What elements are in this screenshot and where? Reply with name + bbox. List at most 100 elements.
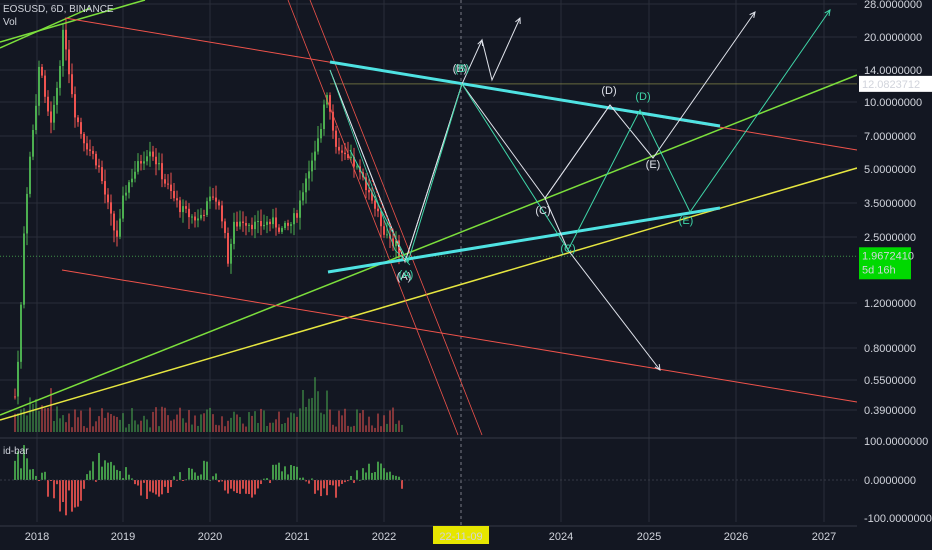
volume-bar-33 <box>113 415 115 432</box>
volume-bar-27 <box>95 421 97 432</box>
grid <box>0 0 857 527</box>
volume-bar-36 <box>122 413 124 432</box>
price-tick-0: 28.0000000 <box>864 0 922 11</box>
osc-bar-41 <box>137 480 139 486</box>
teal-leg-a <box>329 69 411 266</box>
volume-bar-110 <box>344 408 346 432</box>
osc-bar-51 <box>167 480 169 493</box>
osc-bar-39 <box>131 478 133 480</box>
volume-bar-23 <box>83 426 85 432</box>
volume-bar-49 <box>161 406 163 432</box>
time-tick-5: 2024 <box>549 531 573 543</box>
volume-bar-89 <box>281 423 283 432</box>
volume-bar-128 <box>398 420 400 432</box>
volume-bar-88 <box>278 411 280 432</box>
volume-bar-75 <box>239 417 241 432</box>
candle-body-34 <box>116 230 118 237</box>
candle-body-120 <box>374 200 376 209</box>
volume-bar-71 <box>227 420 229 432</box>
osc-bar-14 <box>56 480 58 485</box>
volume-bar-47 <box>155 407 157 432</box>
osc-bar-74 <box>236 480 238 493</box>
volume-bar-11 <box>47 407 49 432</box>
osc-bar-3 <box>23 445 25 480</box>
volume-bar-38 <box>128 423 130 432</box>
osc-bar-28 <box>98 452 100 480</box>
candle-body-1 <box>17 361 19 397</box>
osc-bar-45 <box>149 480 151 492</box>
volume-bar-25 <box>89 407 91 432</box>
candle-body-77 <box>245 223 247 226</box>
osc-bar-99 <box>311 478 313 480</box>
volume-bar-61 <box>197 425 199 432</box>
candle-body-73 <box>233 221 235 244</box>
volume-bar-122 <box>380 426 382 432</box>
osc-bar-13 <box>53 480 55 499</box>
candle-body-60 <box>194 216 196 221</box>
candle-body-70 <box>224 221 226 233</box>
wave-label-white-3: (E) <box>646 159 661 171</box>
candle-body-5 <box>29 156 31 194</box>
candle-body-63 <box>203 214 205 216</box>
candle-body-59 <box>191 216 193 218</box>
osc-bar-2 <box>20 468 22 480</box>
volume-bar-95 <box>299 408 301 432</box>
candle-body-118 <box>368 190 370 193</box>
cyan-triangle-bottom <box>327 206 721 274</box>
candle-body-58 <box>188 208 190 218</box>
candle-body-71 <box>227 232 229 264</box>
osc-bar-44 <box>146 480 148 499</box>
volume-bar-80 <box>254 411 256 432</box>
candle-body-103 <box>323 104 325 130</box>
candle-body-86 <box>272 217 274 225</box>
volume-bar-1 <box>17 413 19 432</box>
osc-bar-61 <box>197 475 199 480</box>
candle-body-113 <box>353 156 355 167</box>
candle-body-81 <box>257 221 259 223</box>
volume-bar-62 <box>200 414 202 432</box>
candle-body-18 <box>68 49 70 75</box>
crosshair-date-bg <box>433 526 489 544</box>
osc-bar-101 <box>317 480 319 491</box>
osc-bar-53 <box>173 476 175 480</box>
candle-body-25 <box>89 149 91 151</box>
volume-bar-52 <box>170 420 172 432</box>
candle-body-31 <box>107 194 109 203</box>
osc-bar-124 <box>386 472 388 480</box>
candle-body-46 <box>152 151 154 157</box>
volume-bar-102 <box>320 412 322 432</box>
volume-bar-21 <box>77 417 79 432</box>
candle-body-107 <box>335 130 337 147</box>
volume-bar-123 <box>383 415 385 432</box>
volume-bar-101 <box>317 391 319 432</box>
volume-bar-96 <box>302 389 304 432</box>
osc-bar-127 <box>395 475 397 480</box>
osc-bar-50 <box>164 480 166 487</box>
osc-bar-64 <box>206 461 208 480</box>
trend-drawings[interactable] <box>0 0 858 436</box>
candle-body-54 <box>176 198 178 201</box>
osc-bar-79 <box>251 480 253 498</box>
wave-label-white-1: (D) <box>601 85 616 97</box>
candle-body-49 <box>161 163 163 180</box>
candle-body-48 <box>158 163 160 165</box>
osc-bar-59 <box>191 468 193 480</box>
osc-bar-110 <box>344 480 346 483</box>
oscillator-histogram <box>0 445 857 516</box>
volume-bar-10 <box>44 408 46 432</box>
candle-body-14 <box>56 87 58 105</box>
candle-body-6 <box>32 129 34 157</box>
osc-bar-77 <box>245 480 247 494</box>
volume-bar-32 <box>110 414 112 432</box>
volume-bar-19 <box>71 427 73 432</box>
volume-bar-13 <box>53 420 55 432</box>
candle-body-97 <box>305 178 307 193</box>
candle-body-29 <box>101 167 103 182</box>
candle-body-27 <box>95 153 97 166</box>
candle-body-21 <box>77 117 79 123</box>
candle-body-88 <box>278 227 280 232</box>
osc-bar-0 <box>14 460 16 480</box>
time-tick-0: 2018 <box>25 531 49 543</box>
candle-body-66 <box>212 196 214 198</box>
